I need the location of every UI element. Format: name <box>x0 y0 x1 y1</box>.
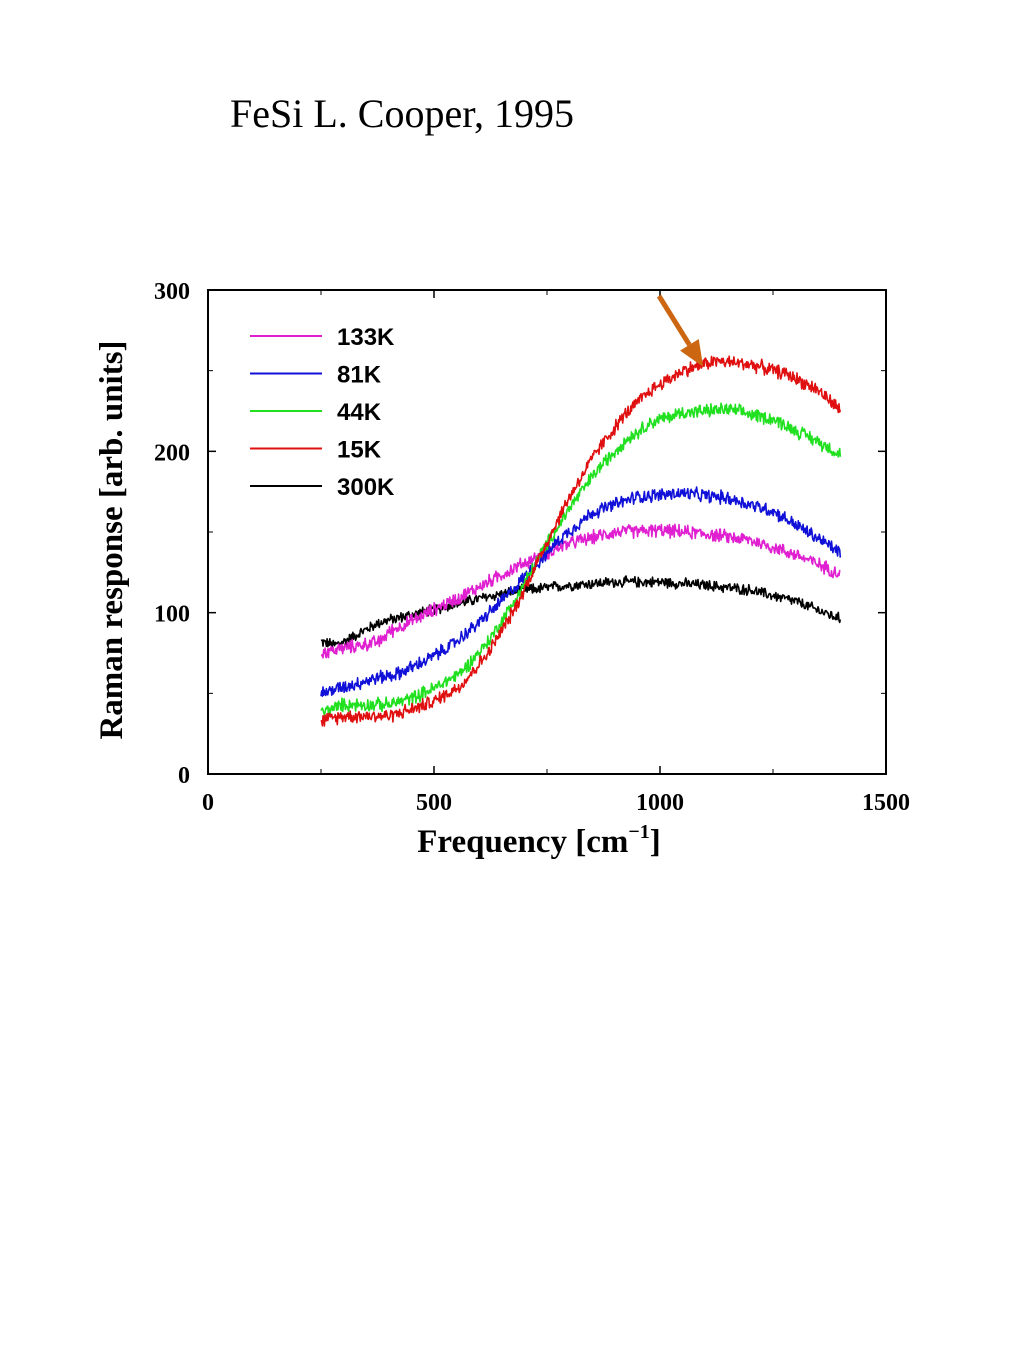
legend-label-15K: 15K <box>337 437 382 464</box>
x-tick-label: 1000 <box>636 790 684 816</box>
series-line-300K <box>320 575 842 648</box>
series-line-15K <box>320 355 842 727</box>
x-axis-label: Frequency [cm−1] <box>417 821 661 860</box>
page-title: FeSi L. Cooper, 1995 <box>230 91 574 136</box>
series-layer <box>320 355 842 727</box>
legend: 133K 81K 44K 15K 300K <box>250 324 395 501</box>
plot-frame <box>207 289 887 775</box>
legend-label-44K: 44K <box>337 399 382 426</box>
legend-label-300K: 300K <box>337 474 395 501</box>
annotation-arrow-shaft <box>656 294 692 347</box>
y-tick-label: 100 <box>154 602 190 628</box>
series-line-44K <box>320 402 842 717</box>
series-line-133K <box>320 523 841 659</box>
y-tick-label: 300 <box>154 279 190 305</box>
ticks-layer: 0 500 1000 1500 0 100 200 300 <box>154 279 910 816</box>
y-tick-label: 200 <box>154 440 190 466</box>
legend-label-133K: 133K <box>337 324 395 351</box>
y-tick-label: 0 <box>178 763 190 789</box>
x-tick-label: 1500 <box>862 790 910 816</box>
x-tick-label: 0 <box>202 790 214 816</box>
annotation-layer <box>656 294 704 367</box>
x-tick-label: 500 <box>416 790 452 816</box>
y-axis-label: Raman response [arb. units] <box>94 340 130 739</box>
annotation-arrow-head <box>680 339 704 367</box>
legend-label-81K: 81K <box>337 362 382 389</box>
series-line-81K <box>320 486 842 698</box>
